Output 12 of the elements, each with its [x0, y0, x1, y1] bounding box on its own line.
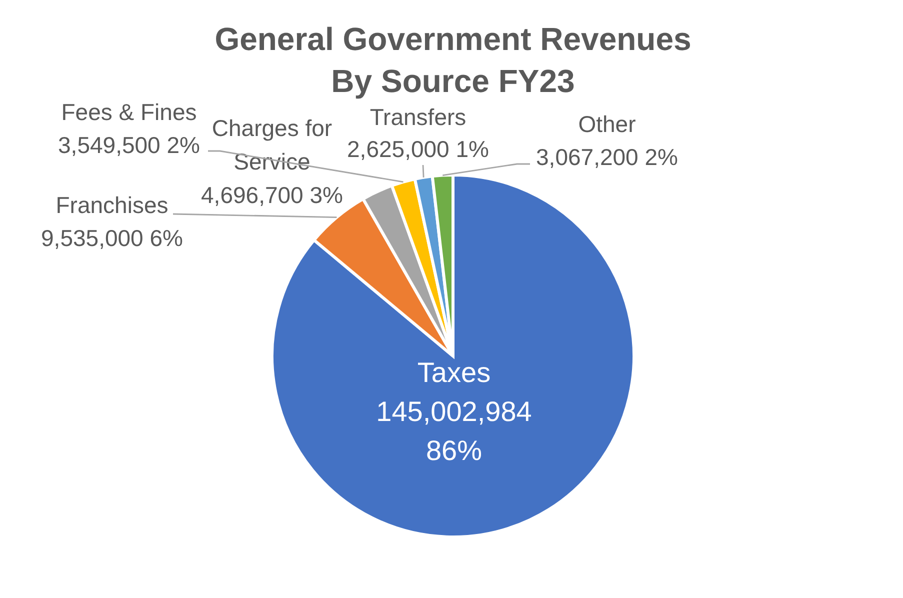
data-label: 145,002,984 86% — [376, 396, 532, 466]
slice-label: Other — [578, 111, 636, 137]
data-label: 9,535,000 6% — [41, 225, 183, 251]
slice-label: Taxes — [417, 356, 491, 388]
slice-label: Franchises — [56, 192, 168, 218]
slice-label: Fees & Fines — [61, 99, 197, 125]
data-label: 4,696,700 3% — [201, 182, 343, 208]
data-label: 3,549,500 2% — [58, 132, 200, 158]
data-label: 2,625,000 1% — [347, 136, 489, 162]
slice-label: Transfers — [370, 104, 466, 130]
chart-title: General Government Revenues By Source FY23 — [214, 20, 692, 101]
data-label: 3,067,200 2% — [536, 144, 678, 170]
